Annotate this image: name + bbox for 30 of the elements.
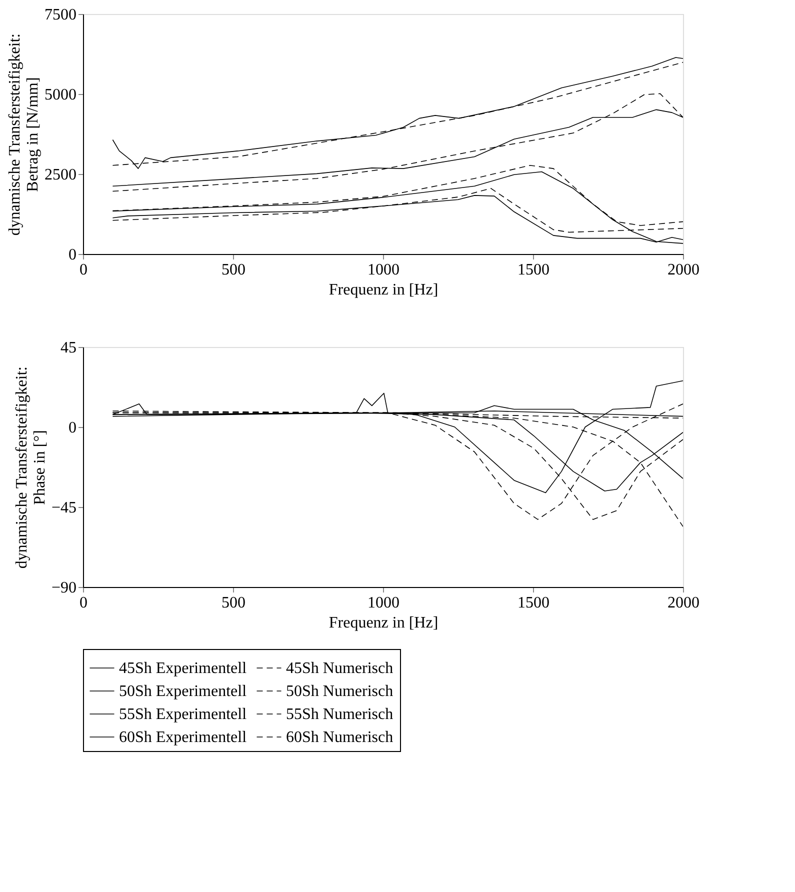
y-axis-title: dynamische Transfersteifigkeit: Phase in [°]	[13, 366, 48, 569]
x-tick-label: 1000	[368, 262, 400, 278]
y-tick-label: 7500	[44, 6, 76, 24]
x-tick-label: 0	[80, 262, 88, 278]
x-tick-label: 1500	[518, 594, 550, 612]
x-tick-label: 500	[222, 262, 246, 278]
y-tick-label: −90	[51, 580, 76, 596]
y-axis-title: dynamische Transfersteifigkeit: Betrag in [N/mm]	[6, 33, 42, 236]
legend-label: 45Sh Experimentell	[119, 660, 248, 677]
y-tick-label: 5000	[44, 86, 76, 104]
y-tick-label: 0	[68, 420, 76, 436]
x-axis-title: Frequenz in [Hz]	[328, 614, 438, 632]
x-tick-label: 2000	[668, 262, 700, 278]
y-tick-label: 45	[60, 340, 76, 356]
x-tick-label: 2000	[668, 594, 700, 612]
legend-label: 60Sh Experimentell	[119, 729, 248, 746]
x-tick-label: 0	[80, 594, 88, 612]
legend-label: 50Sh Numerisch	[286, 683, 394, 700]
x-axis-title: Frequenz in [Hz]	[328, 282, 438, 298]
y-tick-label: 2500	[44, 166, 76, 184]
legend-label: 55Sh Experimentell	[119, 706, 248, 723]
x-tick-label: 500	[222, 594, 246, 612]
y-tick-label: −45	[51, 500, 76, 516]
y-tick-label: 0	[68, 246, 76, 264]
legend-label: 45Sh Numerisch	[286, 660, 394, 677]
x-tick-label: 1500	[518, 262, 550, 278]
legend-label: 55Sh Numerisch	[286, 706, 394, 723]
legend-label: 50Sh Experimentell	[119, 683, 248, 700]
x-tick-label: 1000	[368, 594, 400, 612]
legend-label: 60Sh Numerisch	[286, 729, 394, 746]
